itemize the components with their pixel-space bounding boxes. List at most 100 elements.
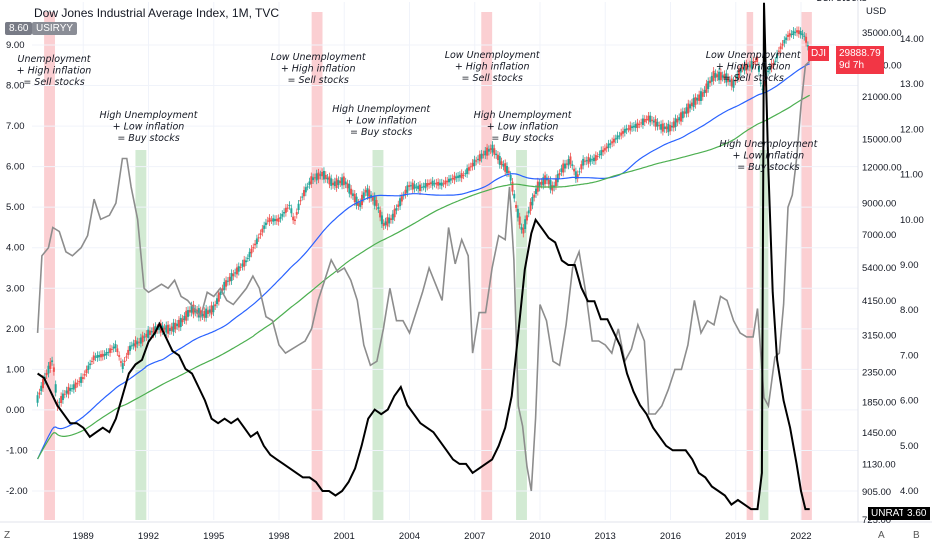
candle-body-91 [201,313,204,317]
annotation-4-line-0: Low Unemployment [445,50,541,61]
candle-body-275 [535,188,538,194]
annotation-7: High Unemployment + Low inflation = Buy st… [719,139,818,173]
x-tick-4: 2001 [334,531,355,542]
candle-body-388 [739,68,742,73]
candle-body-33 [96,354,99,358]
candle-body-20 [72,384,75,390]
rate-tick-1: 13.00 [900,79,924,90]
candle-body-41 [110,348,113,350]
candle-body-238 [467,167,470,171]
candle-body-236 [464,173,467,175]
candle-body-270 [525,215,528,221]
sell-band-2 [481,12,493,520]
candle-body-229 [451,177,454,180]
candle-body-244 [478,154,481,162]
candle-body-317 [611,141,614,144]
candle-body-18 [69,388,72,391]
candle-body-220 [435,182,438,185]
candle-body-28 [87,365,90,370]
candle-body-121 [255,238,258,245]
candle-body-287 [556,174,559,183]
auto-scale-button[interactable]: A [878,530,885,541]
candle-body-272 [529,201,532,211]
candle-body-290 [562,163,565,173]
candle-body-254 [496,154,499,161]
candle-body-14 [61,393,64,401]
candle-body-314 [605,146,608,149]
candle-body-89 [197,308,200,318]
candle-body-295 [571,164,574,166]
candle-body-127 [266,220,269,222]
left-tick-1: 8.00 [6,81,25,92]
candle-body-111 [237,266,240,272]
candle-body-422 [801,33,804,36]
ma-green-line [37,94,810,460]
candle-body-171 [346,183,349,189]
candle-body-133 [277,218,280,222]
candle-body-194 [388,217,391,224]
candle-body-364 [696,98,699,101]
candle-body-371 [709,80,712,84]
candle-body-207 [411,182,414,190]
annotation-4: Low Unemployment + High inflation = Sell s… [445,50,541,84]
candle-body-216 [428,183,431,185]
usiry-value-badge: 8.60 [5,22,33,35]
candle-body-286 [554,178,557,187]
timezone-button[interactable]: Z [4,530,11,541]
candle-body-159 [324,174,327,179]
annotation-1-line-1: + Low inflation [113,122,185,133]
candle-body-9 [52,367,55,372]
candle-body-365 [698,94,701,101]
annotation-2: Low Unemployment + High inflation = Sell s… [271,52,367,86]
candle-body-193 [386,217,389,227]
annotation-8-line-0: Sell stocks [817,0,867,4]
candle-body-372 [710,75,713,82]
candle-body-226 [446,180,449,183]
candle-body-195 [390,218,393,220]
candle-body-105 [226,280,229,282]
candle-body-60 [145,333,148,338]
settings-b-button[interactable]: B [913,530,920,541]
annotation-3: High Unemployment + Low inflation = Buy st… [332,104,431,138]
candle-body-62 [148,330,151,335]
candle-body-377 [719,72,722,81]
candle-body-264 [515,204,518,208]
candle-body-128 [268,217,271,223]
candle-body-292 [565,163,568,165]
candle-body-116 [246,257,249,259]
candle-body-19 [71,388,74,390]
price-tick-7: 5400.00 [862,263,896,274]
candle-body-251 [491,144,494,153]
candle-body-265 [516,209,519,218]
candle-body-260 [507,170,510,173]
candle-body-355 [680,112,683,122]
candle-body-397 [756,56,759,62]
price-tick-4: 12000.00 [862,162,902,173]
candle-body-27 [85,369,88,374]
candle-body-387 [738,69,741,79]
candle-body-204 [406,185,409,193]
candle-body-312 [602,149,605,153]
candle-body-32 [94,356,97,358]
candle-body-299 [578,171,581,173]
candle-body-94 [206,310,209,314]
candle-body-51 [129,345,132,351]
candle-body-253 [495,153,498,156]
candle-body-10 [54,384,57,393]
buy-band-1 [372,150,384,520]
x-tick-8: 2013 [595,531,616,542]
candle-body-208 [413,184,416,189]
left-tick-0: 9.00 [6,40,25,51]
candle-body-313 [603,148,606,151]
annotation-7-line-0: High Unemployment [719,139,818,150]
candle-body-269 [524,219,527,230]
candle-body-132 [275,218,278,222]
candle-body-177 [357,202,360,207]
candle-body-153 [313,177,316,179]
candle-body-137 [284,207,287,213]
candle-body-98 [214,304,217,307]
candle-body-309 [596,155,599,157]
candle-body-368 [703,89,706,94]
candle-body-64 [152,327,155,335]
rate-tick-4: 10.00 [900,215,924,226]
